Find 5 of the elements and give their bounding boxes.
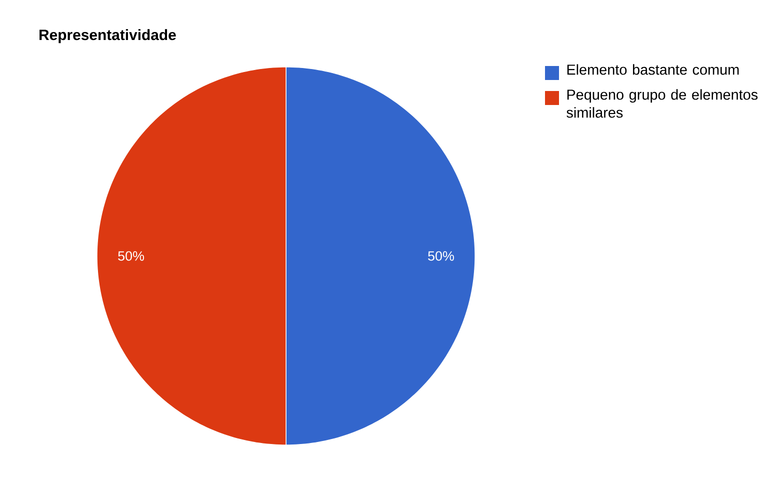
chart-title: Representatividade (40, 29, 176, 44)
data-label: 50% (428, 251, 454, 261)
legend-label: Pequeno grupo de elementos similares (566, 89, 758, 118)
legend-label: Elemento bastante comum (567, 64, 739, 75)
data-label: 50% (118, 251, 144, 261)
